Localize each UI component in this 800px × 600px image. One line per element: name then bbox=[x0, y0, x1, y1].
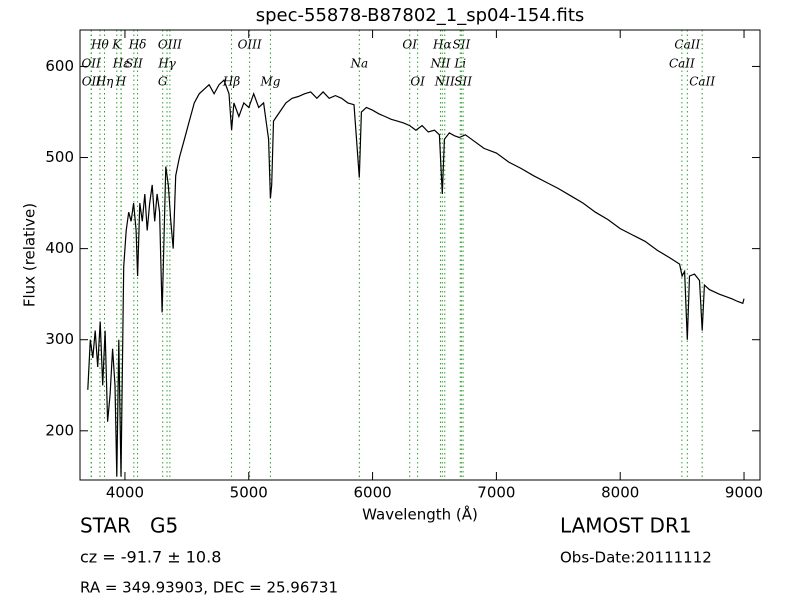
y-tick-label: 400 bbox=[45, 239, 74, 257]
x-tick-label: 4000 bbox=[106, 484, 144, 502]
spectral-line-label: CaII bbox=[689, 75, 715, 89]
x-tick-label: 8000 bbox=[601, 484, 639, 502]
y-tick-label: 600 bbox=[45, 57, 74, 75]
spectral-line-label: Hγ bbox=[157, 57, 176, 71]
spectral-line-label: Li bbox=[453, 57, 466, 71]
spectral-line-label: OIII bbox=[238, 38, 262, 52]
spectral-line-label: Hβ bbox=[222, 75, 240, 89]
cz-label: cz = -91.7 ± 10.8 bbox=[80, 548, 221, 567]
spectral-line-label: OIII bbox=[158, 38, 182, 52]
x-tick-label: 9000 bbox=[725, 484, 763, 502]
spectral-line-label: OII bbox=[82, 75, 102, 89]
survey-label: LAMOST DR1 bbox=[560, 514, 692, 538]
spectral-line-label: NII bbox=[434, 75, 455, 89]
spectral-line-label: Mg bbox=[259, 75, 280, 89]
spectral-line-label: H bbox=[115, 75, 127, 89]
y-tick-label: 300 bbox=[45, 330, 74, 348]
spectral-line-label: OII bbox=[81, 57, 101, 71]
spectral-line-label: K bbox=[111, 38, 122, 52]
x-tick-label: 5000 bbox=[230, 484, 268, 502]
x-tick-label: 6000 bbox=[353, 484, 391, 502]
date-label: Obs-Date:20111112 bbox=[560, 549, 712, 567]
coords-label: RA = 349.93903, DEC = 25.96731 bbox=[80, 579, 338, 597]
spectral-line-label: Hε bbox=[112, 57, 130, 71]
spectral-line-label: SII bbox=[125, 57, 143, 71]
spectral-line-label: Hδ bbox=[128, 38, 147, 52]
spectrum bbox=[87, 79, 745, 477]
spectral-line-label: Hα bbox=[432, 38, 452, 52]
spectral-line-label: SII bbox=[453, 38, 471, 52]
y-tick-label: 200 bbox=[45, 421, 74, 439]
class-label: STAR G5 bbox=[80, 514, 178, 538]
plot-frame bbox=[79, 29, 761, 481]
spectral-line-label: NII bbox=[429, 57, 450, 71]
y-axis-label: Flux (relative) bbox=[21, 203, 39, 307]
spectral-line-label: G bbox=[158, 75, 168, 89]
x-tick-label: 7000 bbox=[477, 484, 515, 502]
spectral-line-label: OI bbox=[410, 75, 425, 89]
chart-title: spec-55878-B87802_1_sp04-154.fits bbox=[256, 5, 585, 26]
spectral-line-label: CaII bbox=[669, 57, 695, 71]
spectral-line-label: Na bbox=[350, 57, 369, 71]
x-axis-label: Wavelength (Å) bbox=[362, 505, 478, 524]
spectral-line-label: CaII bbox=[674, 38, 700, 52]
spectral-line-label: Hθ bbox=[90, 38, 109, 52]
y-tick-label: 500 bbox=[45, 148, 74, 166]
spectral-line-label: SII bbox=[454, 75, 472, 89]
spectral-line-label: OI bbox=[402, 38, 417, 52]
spectral-line-label: Hη bbox=[95, 75, 114, 89]
